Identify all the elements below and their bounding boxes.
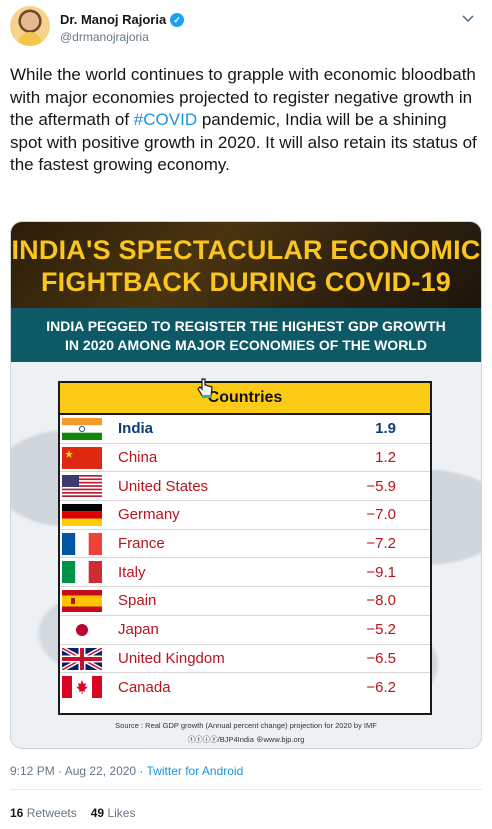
likes-count: 49	[90, 806, 105, 820]
infographic-subtitle-line2: IN 2020 AMONG MAJOR ECONOMIES OF THE WOR…	[65, 337, 427, 353]
likes-stat[interactable]: 49 Likes	[91, 806, 136, 820]
table-row: China 1.2	[60, 444, 430, 473]
globe-icon: ⊕	[256, 735, 264, 744]
germany-flag-icon	[62, 504, 102, 527]
infographic-subtitle-line1: INDIA PEGGED TO REGISTER THE HIGHEST GDP…	[46, 318, 446, 334]
gdp-value: −6.2	[366, 679, 396, 697]
tweet-stats: 16 Retweets 49 Likes	[10, 806, 135, 820]
gdp-value: −7.2	[366, 535, 396, 553]
timestamp[interactable]: 9:12 PM · Aug 22, 2020 ·	[10, 764, 147, 778]
country-name: India	[118, 420, 154, 438]
uk-flag-icon	[62, 647, 102, 670]
infographic-title-line2: FIGHTBACK DURING COVID-19	[40, 267, 451, 297]
avatar[interactable]	[10, 6, 50, 46]
country-name: Italy	[118, 563, 146, 581]
country-name: China	[118, 449, 158, 467]
table-row: Spain −8.0	[60, 587, 430, 616]
table-row: Canada −6.2	[60, 673, 430, 702]
country-name: Spain	[118, 592, 157, 610]
likes-label: Likes	[107, 806, 136, 820]
canada-flag-icon	[62, 676, 102, 699]
gdp-table: Countries India 1.9 China 1.2	[58, 378, 432, 715]
verified-badge-icon: ✓	[170, 12, 185, 27]
gdp-value: −9.1	[366, 563, 396, 581]
chevron-down-icon[interactable]	[458, 8, 478, 28]
table-header-label: Countries	[207, 389, 283, 406]
tweet-text-before: While the world continues to grapple wit…	[10, 65, 476, 129]
name-row: Dr. Manoj Rajoria ✓	[60, 12, 185, 27]
gdp-value: −8.0	[366, 592, 396, 610]
table-row: France −7.2	[60, 530, 430, 559]
table-row: United States −5.9	[60, 472, 430, 502]
display-name[interactable]: Dr. Manoj Rajoria	[60, 12, 167, 27]
social-icons: ⓕⓣⓘⓨ	[187, 735, 218, 744]
tweet-text: While the world continues to grapple wit…	[10, 64, 482, 177]
table-header: Countries	[60, 378, 430, 415]
country-name: United Kingdom	[118, 649, 225, 667]
client-link[interactable]: Twitter for Android	[146, 764, 244, 778]
gdp-value: −6.5	[366, 649, 396, 667]
france-flag-icon	[62, 532, 102, 555]
social-footer: ⓕⓣⓘⓨ/BJP4India ⊕www.bjp.org	[11, 734, 481, 745]
china-flag-icon	[62, 446, 102, 469]
source-note: Source : Real GDP growth (Annual percent…	[115, 721, 377, 730]
country-name: Canada	[118, 679, 171, 697]
infographic-title-line1: INDIA'S SPECTACULAR ECONOMIC	[11, 235, 481, 265]
usa-flag-icon	[62, 475, 102, 498]
infographic-subtitle: INDIA PEGGED TO REGISTER THE HIGHEST GDP…	[11, 317, 481, 355]
infographic-banner: INDIA'S SPECTACULAR ECONOMIC FIGHTBACK D…	[11, 222, 481, 308]
table-row: United Kingdom −6.5	[60, 645, 430, 674]
divider	[10, 789, 482, 790]
india-flag-icon	[62, 418, 102, 440]
table-row: Italy −9.1	[60, 558, 430, 588]
user-handle[interactable]: @drmanojrajoria	[60, 30, 149, 44]
tweet-header: Dr. Manoj Rajoria ✓ @drmanojrajoria	[10, 6, 482, 52]
retweets-count: 16	[10, 806, 24, 820]
gdp-value: −5.2	[366, 621, 396, 639]
tweet-meta: 9:12 PM · Aug 22, 2020 · Twitter for And…	[10, 764, 243, 778]
gdp-value: −7.0	[366, 506, 396, 524]
country-name: Japan	[118, 621, 159, 639]
japan-flag-icon	[62, 618, 102, 641]
spain-flag-icon	[62, 590, 102, 613]
infographic-title: INDIA'S SPECTACULAR ECONOMIC FIGHTBACK D…	[11, 234, 481, 298]
table-row: Japan −5.2	[60, 616, 430, 645]
country-name: France	[118, 535, 165, 553]
retweets-stat[interactable]: 16 Retweets	[10, 806, 77, 820]
country-name: United States	[118, 477, 209, 495]
tweet-text-after: pandemic, India will be a shining spot w…	[10, 110, 477, 174]
website: www.bjp.org	[263, 735, 305, 744]
hashtag-link[interactable]: #COVID	[133, 110, 198, 129]
gdp-value: 1.2	[375, 449, 396, 467]
hand-cursor-icon	[197, 378, 213, 398]
table-row: India 1.9	[60, 415, 430, 444]
country-name: Germany	[118, 506, 180, 524]
italy-flag-icon	[62, 561, 102, 584]
social-handle: /BJP4India	[217, 735, 254, 744]
table-row: Germany −7.0	[60, 501, 430, 530]
tweet-media-image[interactable]: INDIA'S SPECTACULAR ECONOMIC FIGHTBACK D…	[10, 221, 482, 749]
gdp-value: 1.9	[375, 420, 396, 438]
infographic-subtitle-band: INDIA PEGGED TO REGISTER THE HIGHEST GDP…	[11, 308, 481, 362]
gdp-value: −5.9	[366, 477, 396, 495]
retweets-label: Retweets	[26, 806, 77, 820]
